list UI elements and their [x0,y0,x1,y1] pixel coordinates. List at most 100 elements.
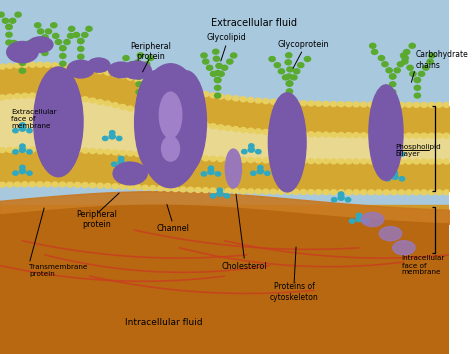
Circle shape [42,35,48,40]
Circle shape [286,81,292,86]
Circle shape [278,99,284,104]
Circle shape [240,127,246,132]
Circle shape [398,159,404,164]
Circle shape [308,132,314,137]
Circle shape [0,148,5,153]
Circle shape [180,87,186,92]
Circle shape [123,56,129,61]
Circle shape [68,26,75,31]
Circle shape [215,78,221,82]
Circle shape [270,130,276,135]
Circle shape [37,62,43,67]
Circle shape [287,67,293,72]
Circle shape [353,102,359,107]
Circle shape [428,53,435,58]
Circle shape [202,156,209,161]
Circle shape [6,32,12,37]
Circle shape [398,190,404,195]
Ellipse shape [28,37,53,52]
Circle shape [392,146,398,150]
Circle shape [19,126,26,131]
Circle shape [19,61,26,65]
Circle shape [37,182,43,187]
Circle shape [225,188,231,193]
Circle shape [157,113,164,118]
Text: Channel: Channel [156,224,189,233]
Circle shape [6,24,12,29]
Circle shape [274,63,281,68]
Circle shape [215,70,221,75]
Circle shape [414,93,420,98]
Circle shape [119,184,126,189]
Circle shape [330,102,337,107]
Circle shape [285,100,292,105]
Circle shape [293,131,299,136]
Circle shape [60,46,66,51]
Circle shape [330,159,337,164]
Circle shape [421,133,427,138]
Circle shape [173,86,179,91]
Circle shape [135,108,141,113]
Circle shape [255,149,261,154]
Circle shape [338,102,344,107]
Circle shape [112,72,118,77]
Circle shape [315,132,322,137]
Circle shape [257,169,264,174]
Circle shape [64,40,70,45]
Circle shape [136,74,142,79]
Circle shape [391,159,397,164]
Circle shape [144,62,150,67]
Circle shape [323,101,329,106]
Circle shape [180,118,186,123]
Circle shape [20,165,25,170]
Circle shape [397,62,403,67]
Circle shape [202,92,209,97]
Circle shape [67,64,73,69]
Circle shape [135,185,141,190]
Circle shape [0,182,5,187]
Circle shape [247,128,254,133]
Circle shape [218,94,224,99]
Circle shape [249,144,254,148]
Circle shape [413,159,419,164]
Circle shape [127,75,133,80]
Circle shape [278,158,284,163]
Circle shape [15,47,21,52]
Circle shape [7,147,13,152]
Circle shape [20,123,25,127]
Circle shape [52,147,58,152]
Circle shape [263,158,269,163]
Text: Extracellular fluid: Extracellular fluid [210,18,297,28]
Circle shape [346,190,352,195]
Circle shape [338,132,344,137]
Circle shape [286,53,292,58]
Ellipse shape [159,92,182,138]
Circle shape [44,147,51,152]
Circle shape [210,156,216,161]
Text: Phospholipid
bilayer: Phospholipid bilayer [395,144,441,157]
Circle shape [210,72,217,76]
Circle shape [308,101,314,106]
Circle shape [410,72,416,76]
Circle shape [402,56,408,61]
Circle shape [251,171,256,175]
Circle shape [301,131,307,136]
Circle shape [225,95,231,100]
Circle shape [142,110,148,115]
Circle shape [7,63,13,68]
Circle shape [137,67,143,72]
Circle shape [375,102,382,107]
Circle shape [255,129,262,134]
Circle shape [187,187,194,192]
Circle shape [270,158,276,163]
Circle shape [233,157,239,162]
Circle shape [19,169,26,174]
Circle shape [247,158,254,162]
Circle shape [255,98,262,103]
Circle shape [390,82,396,87]
Circle shape [59,63,65,68]
Circle shape [44,182,51,187]
Circle shape [215,172,220,176]
Circle shape [90,149,96,154]
Circle shape [7,94,13,99]
